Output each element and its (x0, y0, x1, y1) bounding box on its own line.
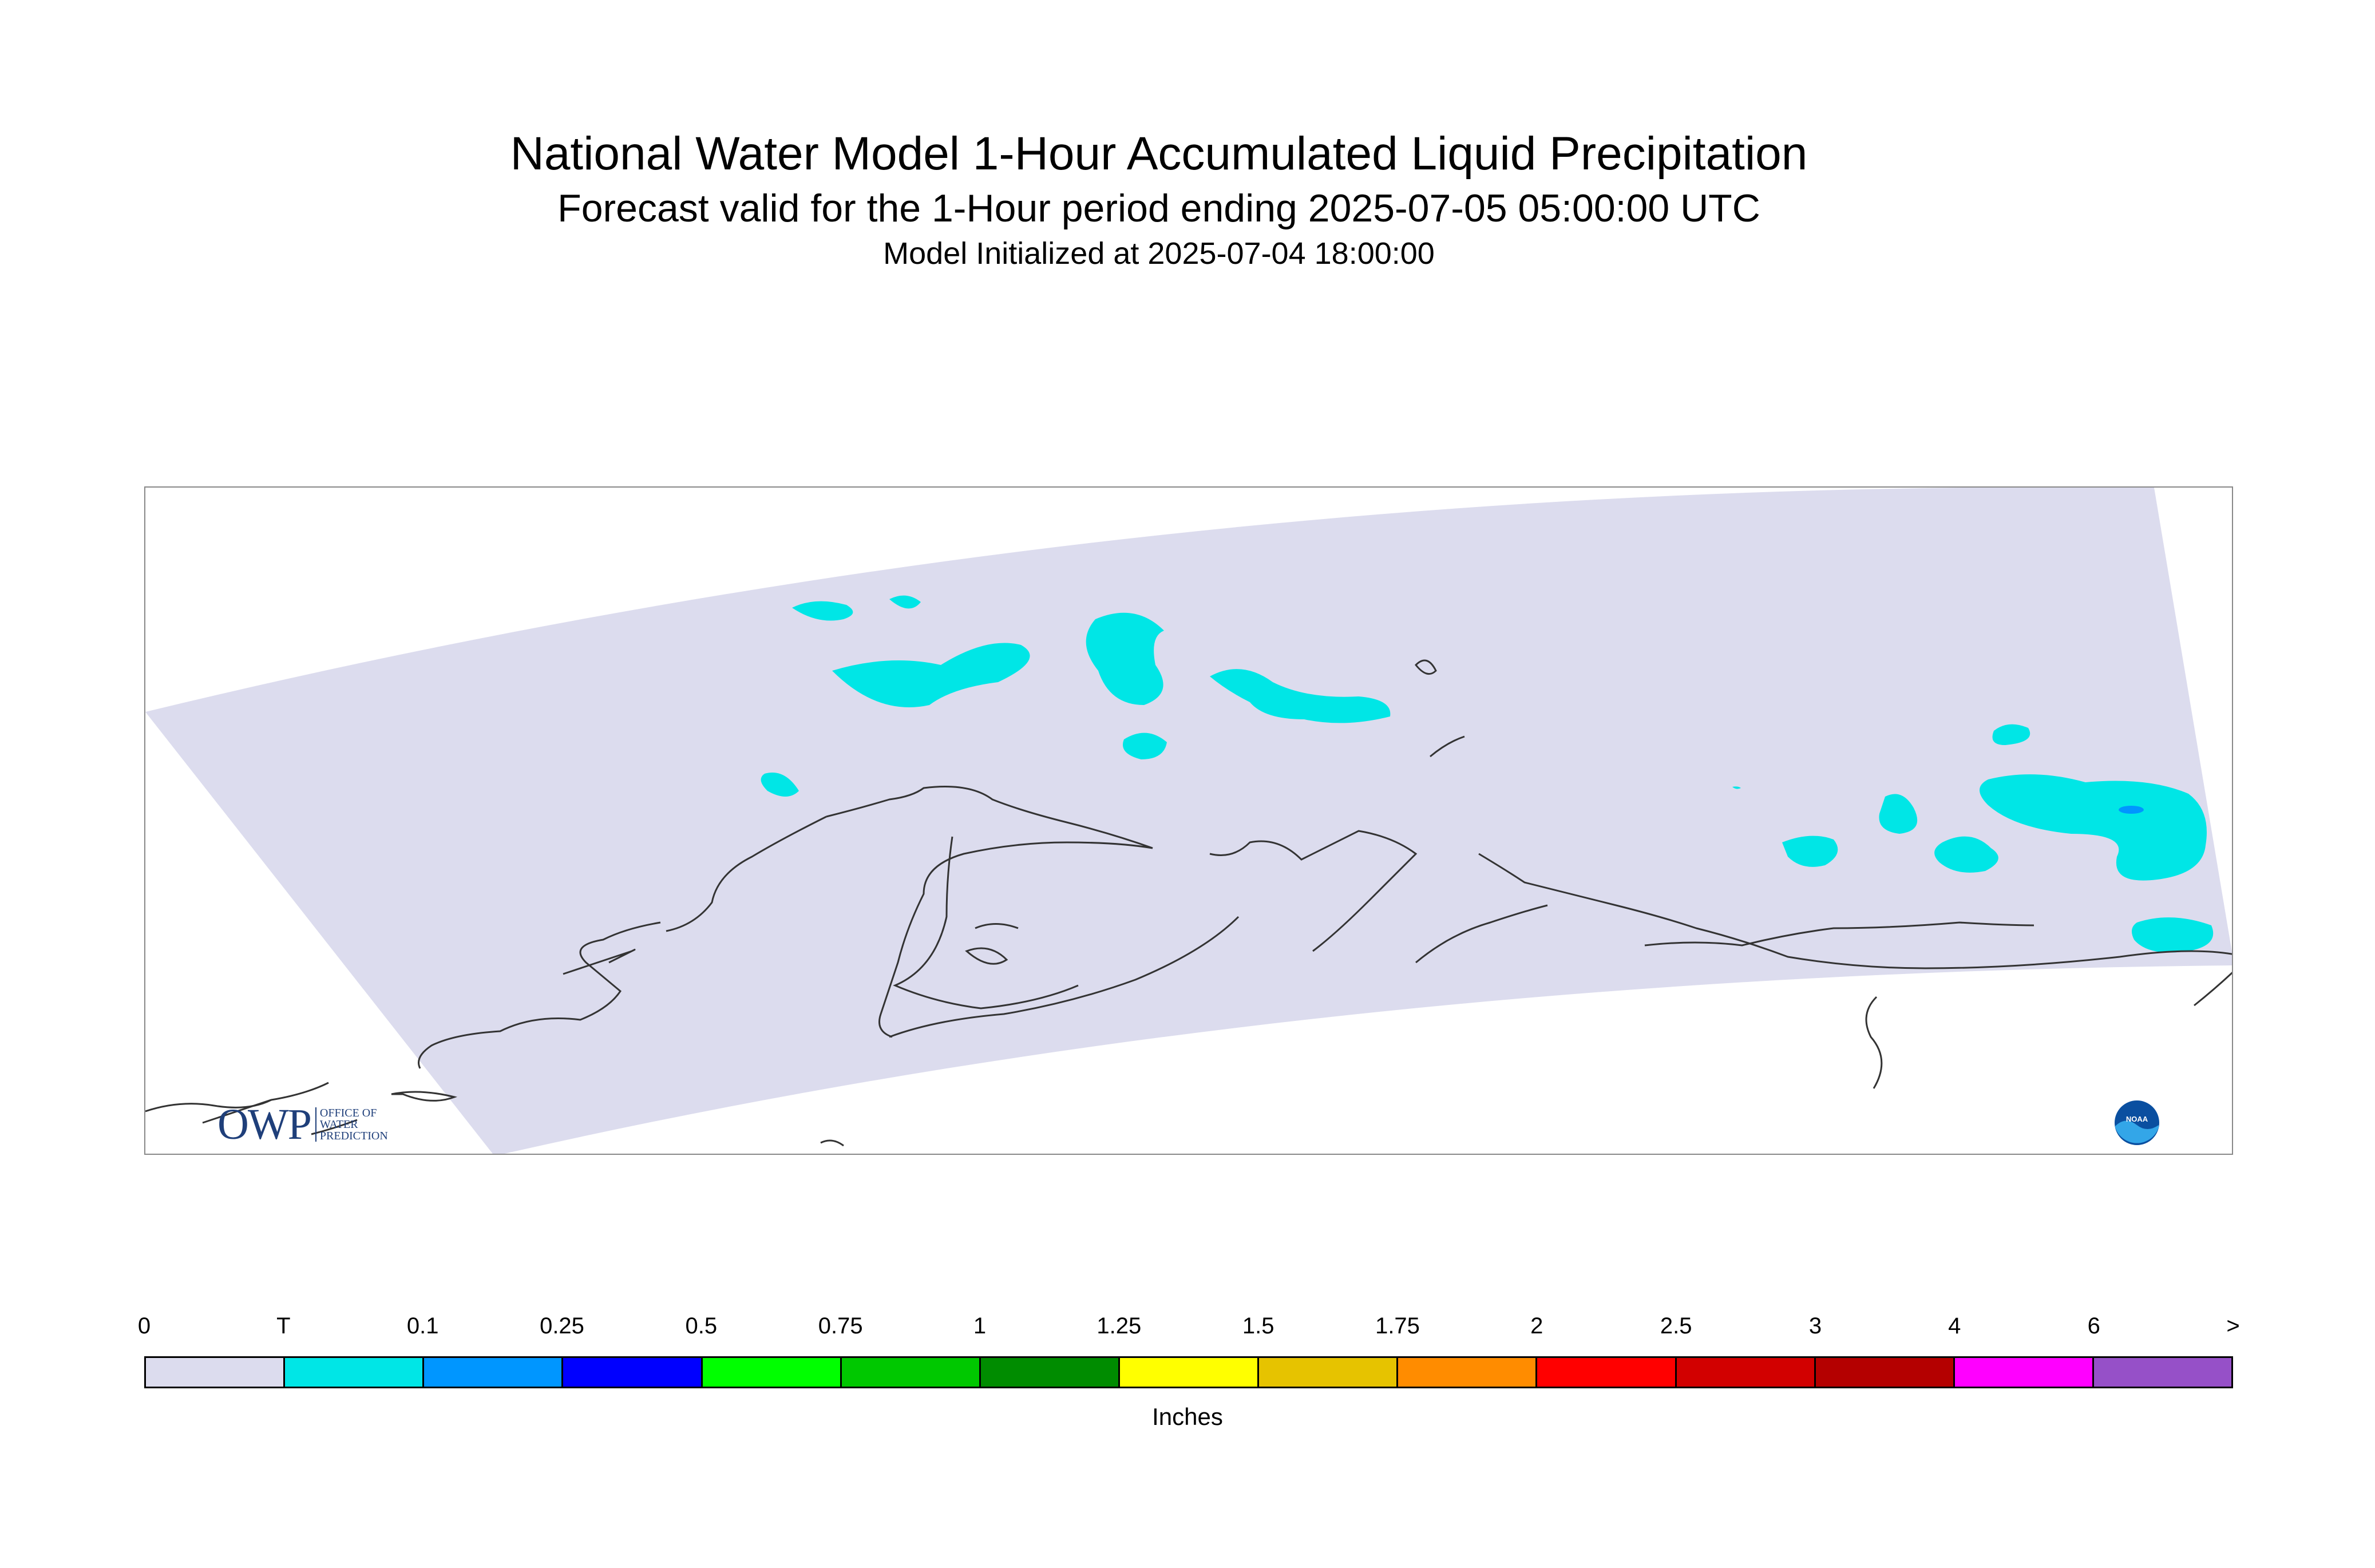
legend-label: 0.25 (540, 1313, 584, 1339)
legend-swatch (1954, 1358, 2094, 1387)
model-init-subtitle: Model Initialized at 2025-07-04 18:00:00 (883, 236, 1435, 271)
coastlines (145, 659, 2232, 1147)
legend-label: 1.5 (1242, 1313, 1274, 1339)
legend-units-label: Inches (1152, 1403, 1223, 1430)
legend-swatch (702, 1358, 842, 1387)
legend-swatch (1119, 1358, 1260, 1387)
legend-label: 2 (1530, 1313, 1543, 1339)
owp-logo: OWP Office of Water Prediction (217, 1100, 388, 1149)
noaa-logo-text: NOAA (2126, 1115, 2148, 1123)
light-rain-spot (2119, 806, 2144, 814)
legend-labels: 0 T 0.1 0.25 0.5 0.75 1 1.25 1.5 1.75 2 … (138, 1313, 2240, 1342)
legend-label: 4 (1948, 1313, 1961, 1339)
legend-label: 1.25 (1097, 1313, 1142, 1339)
legend-label: 0.5 (685, 1313, 718, 1339)
legend-swatch (841, 1358, 981, 1387)
map-title: National Water Model 1-Hour Accumulated … (510, 128, 1808, 180)
legend-label: 3 (1808, 1313, 1822, 1339)
legend-label: 1 (973, 1313, 987, 1339)
legend-swatch (285, 1358, 425, 1387)
owp-logo-text: Office of Water Prediction (315, 1107, 388, 1142)
legend-swatch (1537, 1358, 1677, 1387)
map-canvas (145, 488, 2232, 1154)
legend-label: 1.75 (1375, 1313, 1420, 1339)
legend-swatch (980, 1358, 1120, 1387)
legend-swatch (424, 1358, 564, 1387)
forecast-valid-subtitle: Forecast valid for the 1-Hour period end… (557, 187, 1760, 230)
legend-swatch (1398, 1358, 1538, 1387)
owp-logo-mark: OWP (217, 1100, 312, 1149)
legend-label: 0 (137, 1313, 151, 1339)
owp-logo-line-3: Prediction (319, 1130, 388, 1142)
legend-swatch (1676, 1358, 1816, 1387)
legend-label: 0.75 (818, 1313, 863, 1339)
legend-swatch (1815, 1358, 1955, 1387)
noaa-logo: NOAA (2113, 1099, 2160, 1146)
precipitation-map (144, 486, 2233, 1155)
color-legend-bar (144, 1356, 2233, 1388)
legend-label: T (276, 1313, 291, 1339)
model-domain-area (145, 488, 2232, 1154)
legend-label: 2.5 (1660, 1313, 1692, 1339)
trace-precip-patches (761, 595, 2214, 953)
legend-label: 6 (2087, 1313, 2100, 1339)
legend-swatch (563, 1358, 703, 1387)
legend-swatch (146, 1358, 286, 1387)
legend-label: 0.1 (406, 1313, 439, 1339)
legend-label: > (2226, 1313, 2240, 1339)
legend-swatch (2093, 1358, 2232, 1387)
owp-logo-line-1: Office of (319, 1107, 377, 1119)
legend-swatch (1259, 1358, 1399, 1387)
owp-logo-line-2: Water (319, 1118, 358, 1131)
